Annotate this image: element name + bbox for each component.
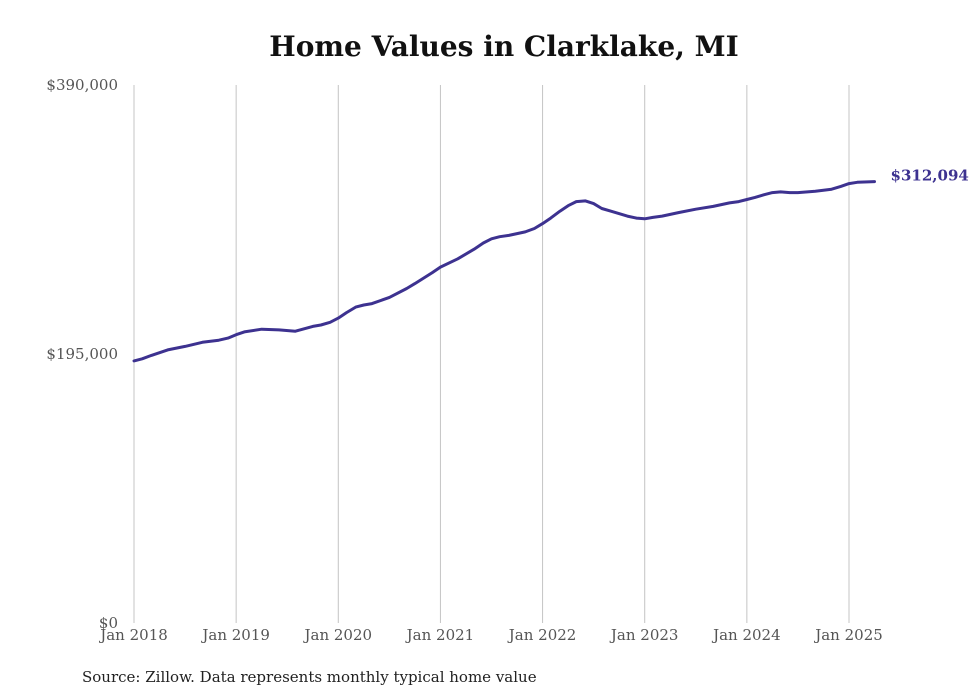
x-tick-label: Jan 2025 [813,626,883,644]
y-axis-ticks: $0 $195,000 $390,000 [46,76,118,632]
x-tick-label: Jan 2020 [303,626,373,644]
x-tick-label: Jan 2021 [405,626,475,644]
chart-title: Home Values in Clarklake, MI [269,30,739,63]
line-chart: $0$195,000$390,000 Jan 2018 Jan 2019 Jan 2… [46,76,969,644]
x-tick-label: Jan 2024 [711,626,781,644]
y-tick-label: $195,000 [46,345,118,363]
series-line [132,180,876,363]
x-tick-label: Jan 2019 [200,626,270,644]
x-tick-label: Jan 2018 [98,626,168,644]
x-tick-label: Jan 2023 [609,626,679,644]
end-value-label: $312,094 [891,167,969,185]
y-tick-label: $0 [99,614,118,632]
x-axis-ticks: Jan 2018 Jan 2019 Jan 2020 Jan 2021 Jan 2022… [98,626,883,644]
grid-layer [133,85,850,623]
x-tick-label: Jan 2022 [507,626,577,644]
y-tick-label: $390,000 [46,76,118,94]
source-note: Source: Zillow. Data represents monthly … [82,668,537,686]
